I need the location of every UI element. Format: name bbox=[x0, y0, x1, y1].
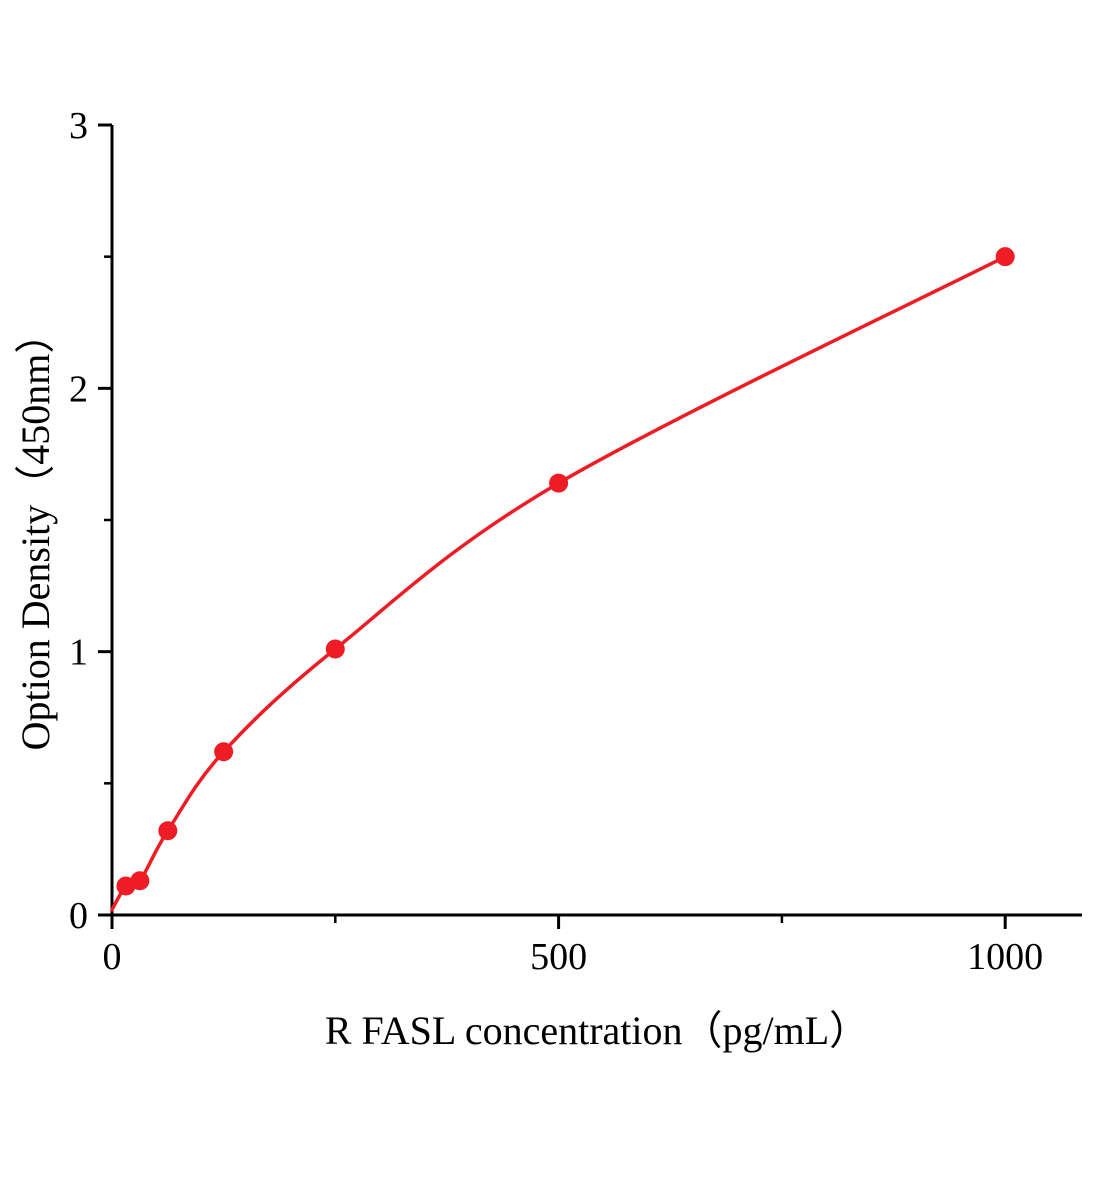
y-tick-label: 3 bbox=[69, 105, 88, 147]
x-tick-label: 1000 bbox=[967, 936, 1043, 978]
data-point-marker bbox=[158, 821, 178, 841]
data-point-marker bbox=[214, 742, 234, 762]
x-axis-label: R FASL concentration（pg/mL） bbox=[324, 1008, 870, 1053]
data-point-marker bbox=[549, 473, 569, 493]
x-tick-label: 0 bbox=[103, 936, 122, 978]
x-tick-label: 500 bbox=[530, 936, 587, 978]
y-tick-label: 1 bbox=[69, 632, 88, 674]
data-point-marker bbox=[325, 639, 345, 659]
y-tick-label: 0 bbox=[69, 895, 88, 937]
data-point-marker bbox=[130, 871, 150, 891]
data-point-marker bbox=[995, 247, 1015, 267]
standard-curve-line bbox=[110, 254, 1007, 912]
y-axis-label: Option Density（450nm） bbox=[13, 313, 58, 751]
y-tick-label: 2 bbox=[69, 368, 88, 410]
